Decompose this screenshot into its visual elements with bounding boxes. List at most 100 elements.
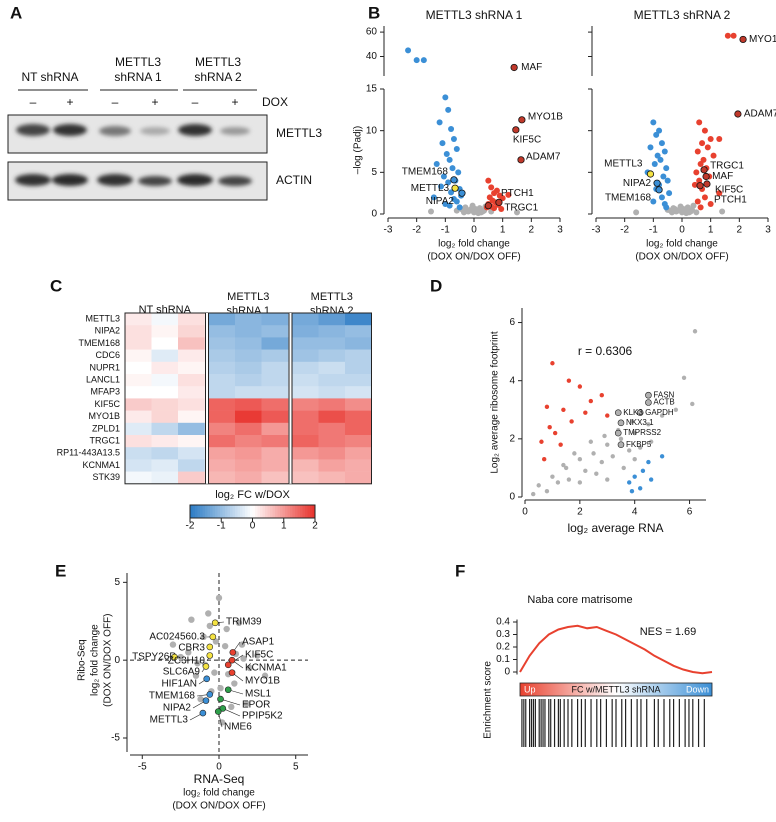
data-point: [453, 198, 460, 205]
data-point: [221, 642, 229, 650]
gene-label: MSL1: [245, 689, 272, 700]
heatmap-cell: [151, 459, 179, 472]
highlight-point: [219, 705, 227, 712]
data-point: [569, 419, 574, 424]
data-point: [438, 183, 445, 190]
colorbar-segment: [227, 505, 231, 518]
row-label: TMEM168: [78, 338, 120, 348]
x-axis-label: (DOX ON/DOX OFF): [427, 252, 520, 263]
heatmap-cell: [292, 410, 319, 424]
data-point: [577, 480, 583, 485]
data-point: [550, 474, 555, 479]
colorbar-segment: [297, 505, 301, 518]
row-label: RP11-443A13.5: [57, 448, 120, 458]
highlight-point: [199, 709, 207, 717]
heatmap-cell: [151, 337, 179, 350]
data-point: [599, 393, 604, 398]
heatmap-cell: [235, 447, 262, 460]
heatmap-cell: [318, 447, 346, 460]
heatmap-cell: [178, 398, 205, 411]
heatmap-cell: [235, 361, 262, 375]
heatmap-cell: [261, 361, 289, 375]
highlight-point: [495, 198, 503, 206]
heatmap-cell: [178, 471, 205, 485]
y-axis-label: –log (Padj): [353, 126, 364, 174]
data-point: [724, 32, 731, 39]
highlight-point: [224, 661, 232, 669]
column-label: METTL3: [311, 291, 353, 303]
heatmap-cell: [318, 325, 346, 338]
heatmap-cell: [345, 459, 372, 472]
y-tick-label: 0.1: [496, 654, 510, 665]
blot-group-label: METTL3: [195, 55, 241, 69]
colorbar-segment: [267, 505, 271, 518]
data-point: [246, 664, 253, 672]
data-point: [455, 169, 462, 176]
x-tick-label: 0: [522, 507, 528, 518]
heatmap-cell: [292, 398, 319, 411]
data-point: [730, 32, 737, 39]
blot-group-label: METTL3: [115, 55, 161, 69]
heatmap-cell: [208, 471, 236, 485]
data-point: [228, 703, 235, 711]
heatmap-cell: [318, 398, 346, 411]
gene-label: FASN: [653, 390, 674, 399]
colorbar-segment: [255, 505, 258, 518]
gene-label: NKX3.1: [626, 418, 654, 427]
data-point: [659, 413, 665, 418]
x-tick-label: 5: [293, 762, 299, 773]
heatmap-cell: [235, 435, 262, 448]
data-point: [446, 156, 453, 163]
colorbar-segment: [252, 505, 256, 518]
gsea-rank-bar: [519, 682, 713, 697]
heatmap-cell: [318, 386, 346, 399]
data-point: [704, 144, 711, 151]
highlight-point: [217, 695, 224, 703]
heatmap-cell: [261, 459, 289, 472]
y-tick-label: 5: [371, 167, 377, 178]
heatmap-cell: [261, 447, 289, 460]
colorbar-segment: [270, 505, 273, 518]
data-point: [646, 459, 651, 465]
gene-label: SLC6A9: [163, 667, 201, 678]
data-point: [673, 407, 679, 412]
data-point: [405, 47, 412, 54]
gene-label: MYO1B: [245, 676, 280, 687]
gene-label: METTL3: [411, 183, 450, 194]
y-tick-label: 0: [504, 667, 510, 678]
data-point: [650, 119, 657, 126]
heatmap-cell: [345, 313, 372, 326]
data-point: [719, 208, 726, 215]
highlight-point: [518, 116, 526, 124]
data-point: [442, 94, 449, 101]
highlight-point: [214, 708, 222, 715]
gene-label: TMEM168: [149, 691, 196, 702]
highlight-point: [614, 409, 622, 416]
data-point: [658, 140, 665, 147]
enrichment-curve: [519, 624, 713, 675]
heatmap-cell: [292, 337, 319, 350]
column-label: METTL3: [227, 291, 269, 303]
bar-label: Up: [524, 684, 536, 694]
row-label: LANCL1: [86, 374, 120, 384]
row-label: MYO1B: [88, 411, 120, 421]
y-tick-label: 60: [366, 27, 378, 38]
data-point: [536, 483, 541, 488]
heatmap-cell: [151, 471, 179, 485]
blot-group-label: NT shRNA: [21, 70, 78, 84]
highlight-point: [450, 176, 458, 184]
data-point: [205, 610, 212, 617]
annotation: r = 0.6306: [578, 344, 633, 358]
data-point: [666, 190, 673, 197]
colorbar-segment: [190, 505, 193, 518]
heatmap-cell: [318, 349, 346, 363]
data-point: [701, 194, 708, 201]
data-point: [664, 177, 671, 184]
dox-sign: +: [151, 95, 158, 109]
data-point: [552, 430, 558, 436]
highlight-point: [458, 189, 466, 197]
data-point: [541, 457, 547, 462]
highlight-point: [206, 643, 214, 651]
heatmap-cell: [318, 410, 346, 424]
heatmap-cell: [125, 349, 152, 363]
